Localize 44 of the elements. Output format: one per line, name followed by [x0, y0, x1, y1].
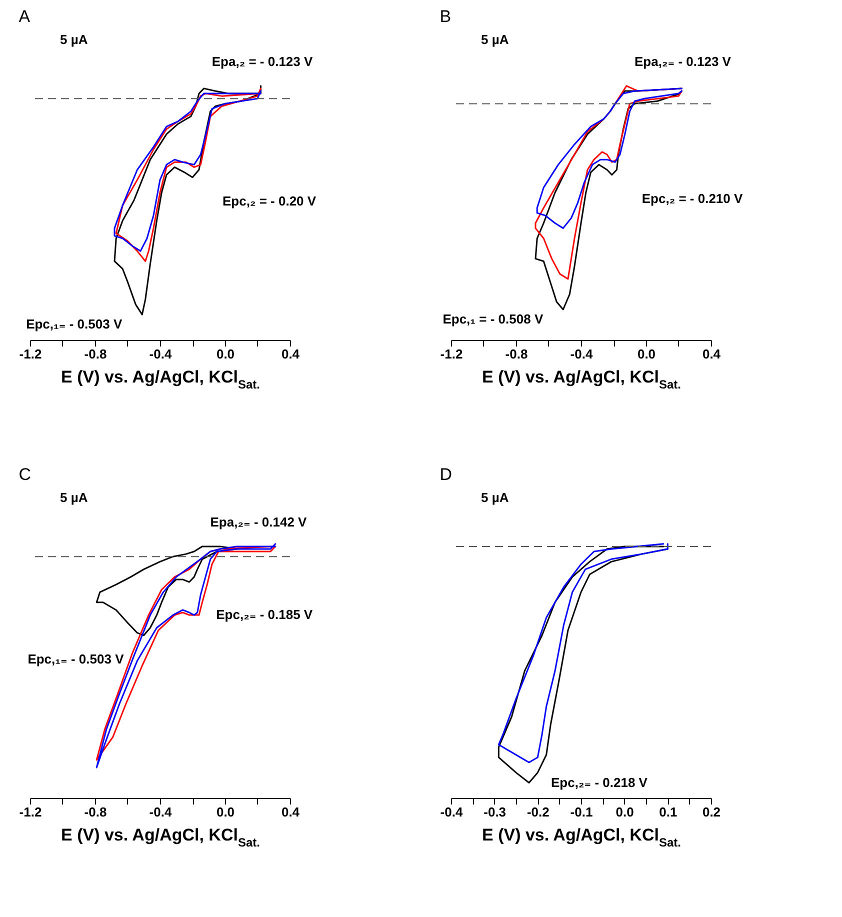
chart-title: C: [18, 465, 32, 484]
x-tick-label: -1.2: [19, 804, 42, 820]
text: 5 µA: [481, 490, 510, 505]
x-axis-title: E (V) vs. Ag/AgCl, KCl$_{Sat.}$: [482, 368, 681, 392]
x-tick-label: -1.2: [19, 346, 42, 362]
x-tick-label: -0.8: [84, 804, 107, 820]
annotation: Epa,₂₌ - 0.123 V: [634, 54, 732, 69]
x-tick-label: 0.1: [659, 804, 678, 820]
annotation: Epc,₂₌ - 0.185 V: [216, 607, 313, 622]
x-tick-label: -0.1: [570, 804, 593, 820]
x-tick-label: -0.2: [526, 804, 550, 820]
x-tick-label: -0.3: [484, 804, 506, 820]
annotation: Epc,₁ = - 0.508 V: [442, 312, 544, 327]
x-tick-label: -0.4: [440, 804, 464, 820]
x-tick-label: 0.0: [216, 346, 235, 362]
annotation: Epc,₁₌ - 0.503 V: [26, 316, 122, 332]
x-tick-label: 0.0: [616, 804, 634, 820]
annotation: Epc,₁₌ - 0.503 V: [28, 651, 124, 666]
x-tick-label: -0.4: [149, 346, 172, 362]
x-tick-label: 0.4: [702, 346, 722, 362]
x-tick-label: 0.0: [637, 346, 656, 362]
text: 5 µA: [60, 32, 88, 47]
annotation: Epa,₂₌ - 0.142 V: [210, 514, 308, 530]
text: 5 µA: [481, 32, 510, 47]
x-tick-label: 0.4: [281, 346, 300, 362]
x-tick-label: 0.2: [702, 804, 721, 820]
x-axis-title: E (V) vs. Ag/AgCl, KCl$_{Sat.}$: [61, 826, 260, 850]
text: 5 µA: [60, 490, 88, 505]
x-tick-label: -0.4: [570, 346, 594, 362]
annotation: Epc,₂ = - 0.20 V: [222, 193, 316, 208]
x-tick-label: -1.2: [440, 346, 463, 362]
x-tick-label: 0.0: [216, 804, 235, 820]
chart-title: D: [440, 465, 452, 484]
x-tick-label: -0.8: [505, 346, 528, 362]
annotation: Epc,₂₌ - 0.218 V: [551, 774, 648, 790]
x-tick-label: -0.8: [84, 346, 107, 362]
x-axis-title: E (V) vs. Ag/AgCl, KCl$_{Sat.}$: [482, 826, 681, 850]
chart-title: A: [18, 7, 31, 26]
annotation: Epc,₂ = - 0.210 V: [642, 190, 744, 206]
x-axis-title: E (V) vs. Ag/AgCl, KCl$_{Sat.}$: [61, 368, 260, 392]
x-tick-label: 0.4: [281, 804, 300, 820]
chart-title: B: [440, 7, 452, 26]
x-tick-label: -0.4: [149, 804, 172, 820]
annotation: Epa,₂ = - 0.123 V: [212, 54, 314, 69]
